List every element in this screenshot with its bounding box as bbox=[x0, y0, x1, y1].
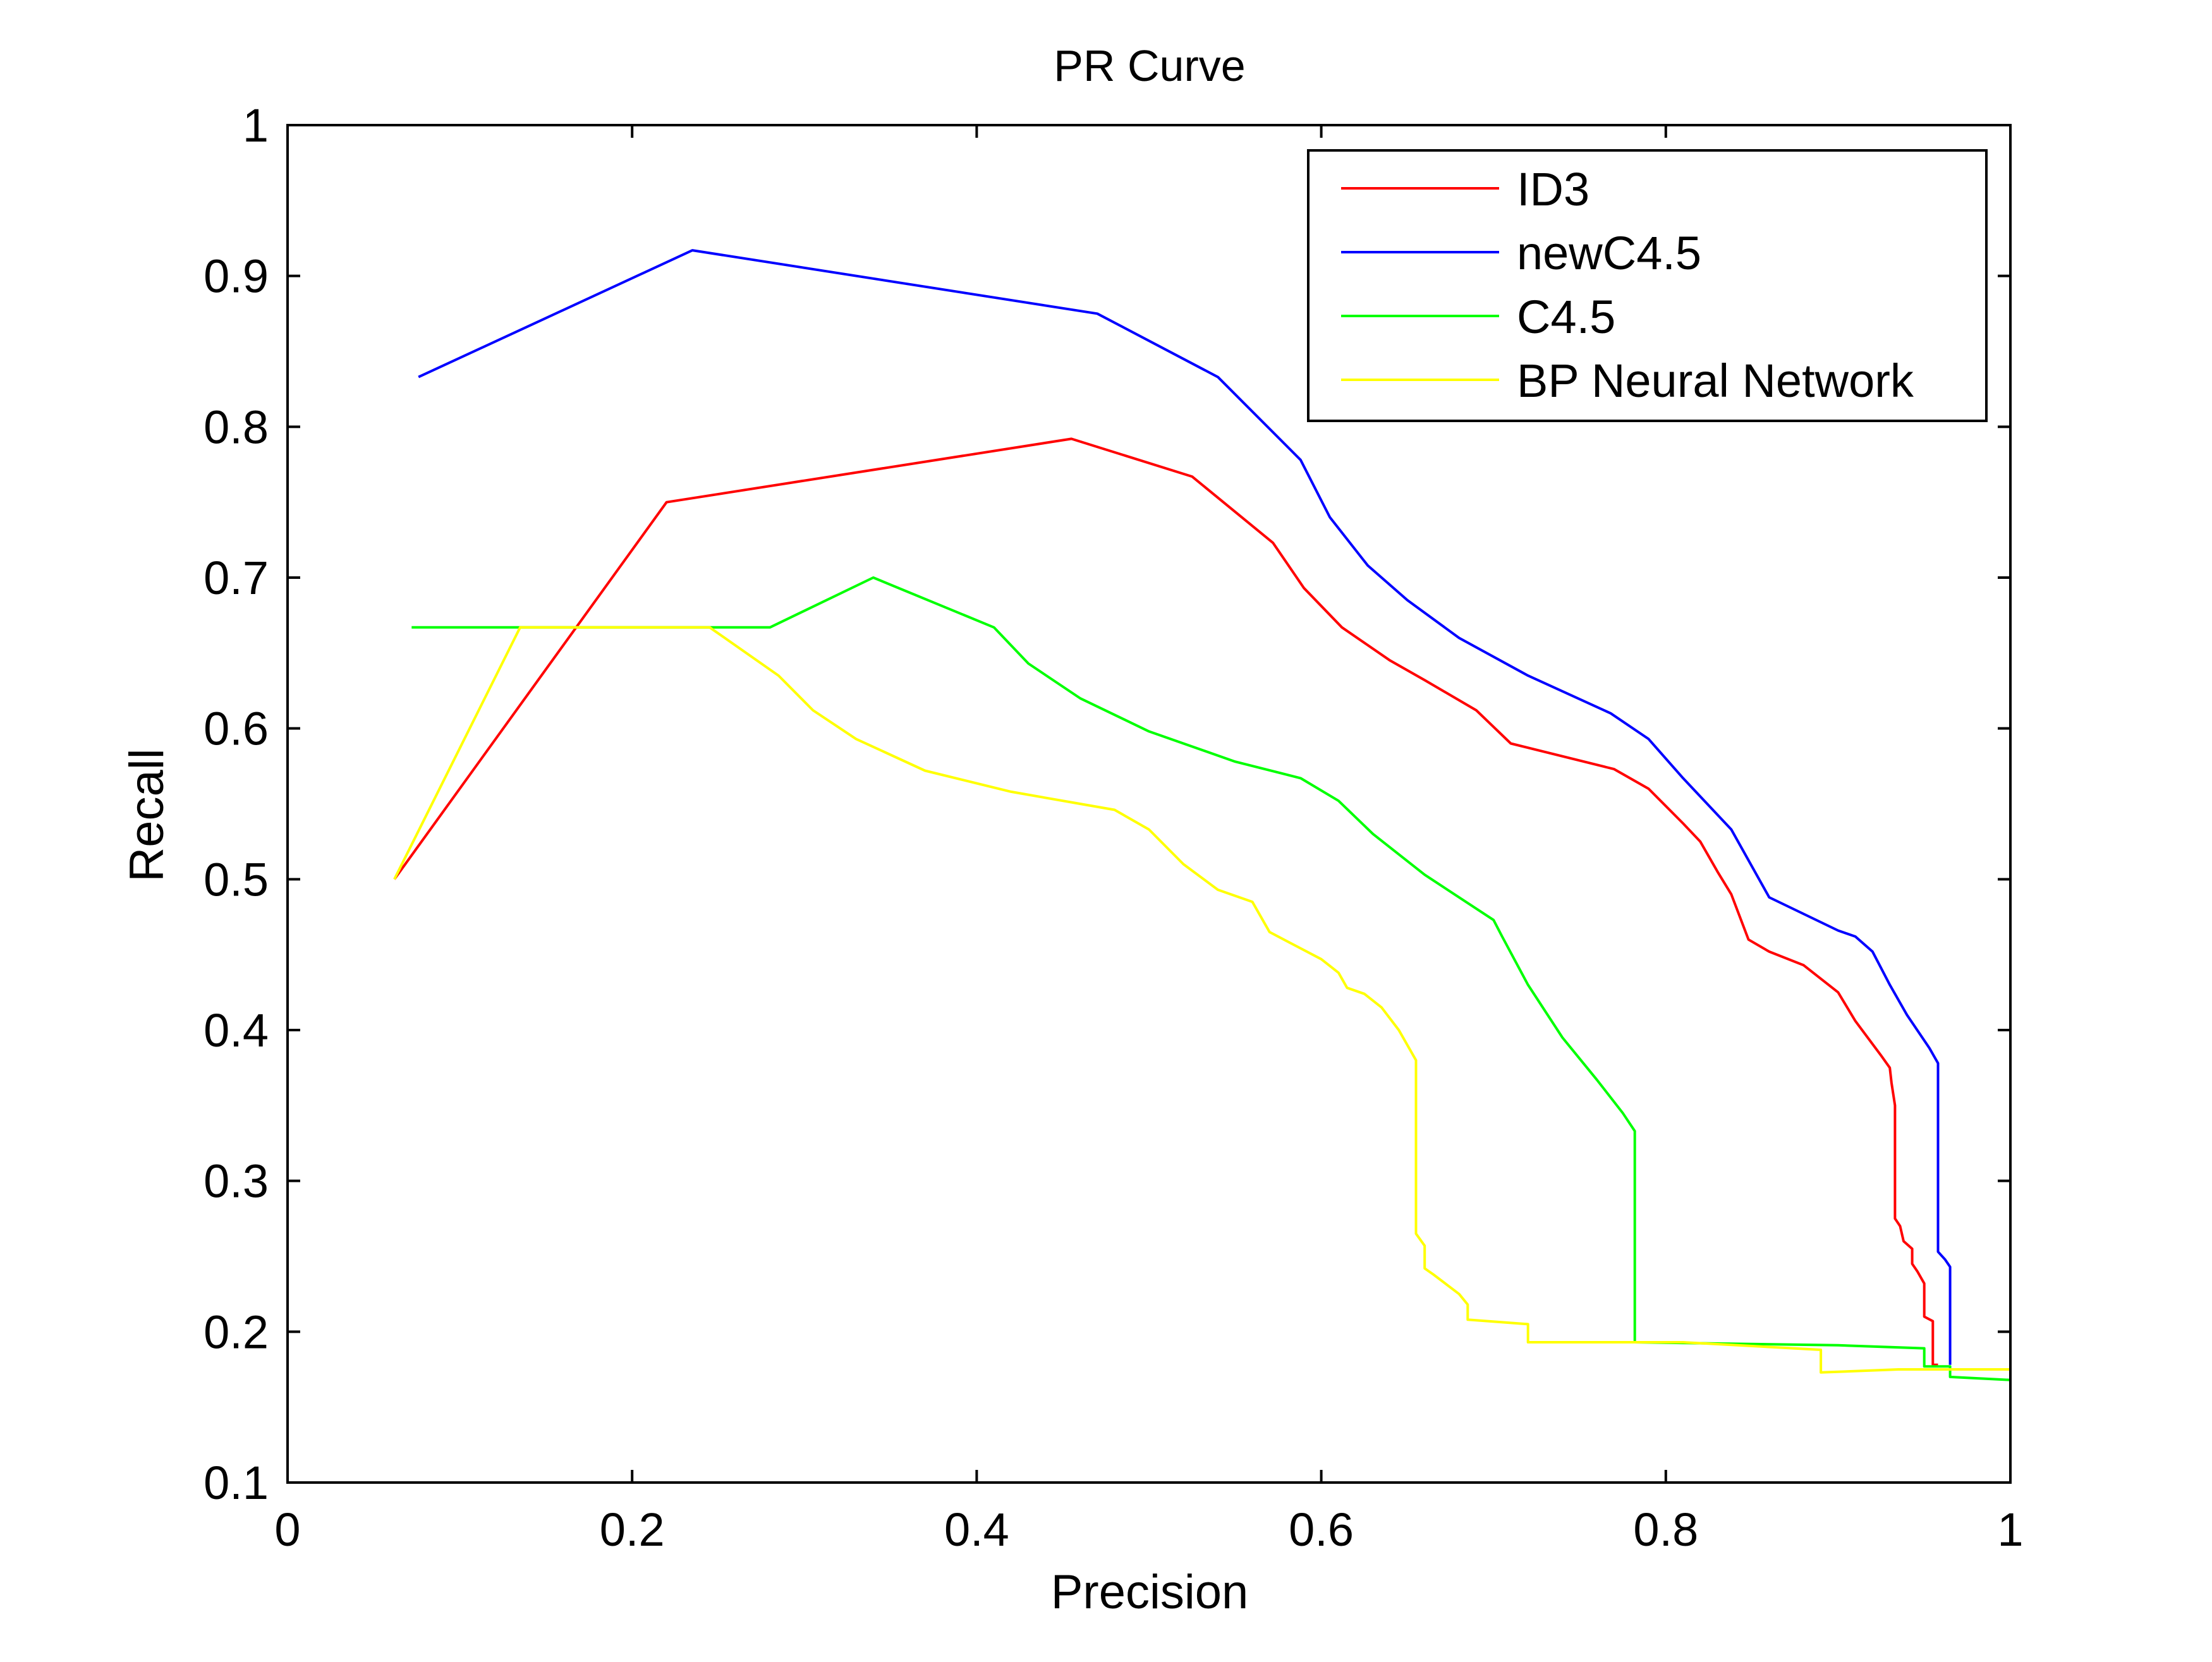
axis-ticks: 0 0.2 0.4 0.6 0.8 1 0.1 0.2 0.3 0.4 0.5 0.6 0.7 0.8 0.… bbox=[204, 99, 2023, 1556]
y-tick-label-7: 0.8 bbox=[204, 401, 269, 453]
x-tick-label-5: 1 bbox=[1997, 1503, 2023, 1556]
series-line-newc4-5 bbox=[418, 249, 1952, 1365]
legend-label-0: ID3 bbox=[1517, 163, 1589, 215]
y-tick-label-2: 0.3 bbox=[204, 1155, 269, 1208]
legend: ID3 newC4.5 C4.5 BP Neural Network bbox=[1307, 149, 1988, 422]
legend-label-1: newC4.5 bbox=[1517, 227, 1701, 279]
legend-label-2: C4.5 bbox=[1517, 291, 1615, 343]
series-line-id3 bbox=[393, 437, 1938, 1366]
y-tick-label-8: 0.9 bbox=[204, 250, 269, 303]
y-tick-label-6: 0.7 bbox=[204, 552, 269, 604]
series-line-c4-5 bbox=[411, 576, 2011, 1381]
x-tick-label-3: 0.6 bbox=[1289, 1503, 1354, 1556]
legend-label-3: BP Neural Network bbox=[1517, 355, 1914, 407]
x-tick-label-0: 0 bbox=[274, 1503, 300, 1556]
series-line-bp-neural-network bbox=[393, 626, 2010, 1374]
y-axis-label: Recall bbox=[120, 748, 174, 882]
y-tick-label-5: 0.6 bbox=[204, 703, 269, 755]
y-tick-label-9: 1 bbox=[243, 99, 269, 152]
y-tick-label-0: 0.1 bbox=[204, 1457, 269, 1509]
x-axis-label: Precision bbox=[1051, 1565, 1249, 1619]
y-tick-label-3: 0.4 bbox=[204, 1004, 269, 1057]
x-tick-label-2: 0.4 bbox=[944, 1503, 1009, 1556]
chart-title: PR Curve bbox=[1054, 41, 1245, 90]
legend-box bbox=[1307, 149, 1988, 422]
y-tick-label-4: 0.5 bbox=[204, 853, 269, 906]
y-tick-label-1: 0.2 bbox=[204, 1306, 269, 1358]
x-tick-label-4: 0.8 bbox=[1633, 1503, 1698, 1556]
x-tick-label-1: 0.2 bbox=[600, 1503, 665, 1556]
plot-series bbox=[393, 249, 2011, 1381]
plot-frame bbox=[286, 124, 2012, 1484]
